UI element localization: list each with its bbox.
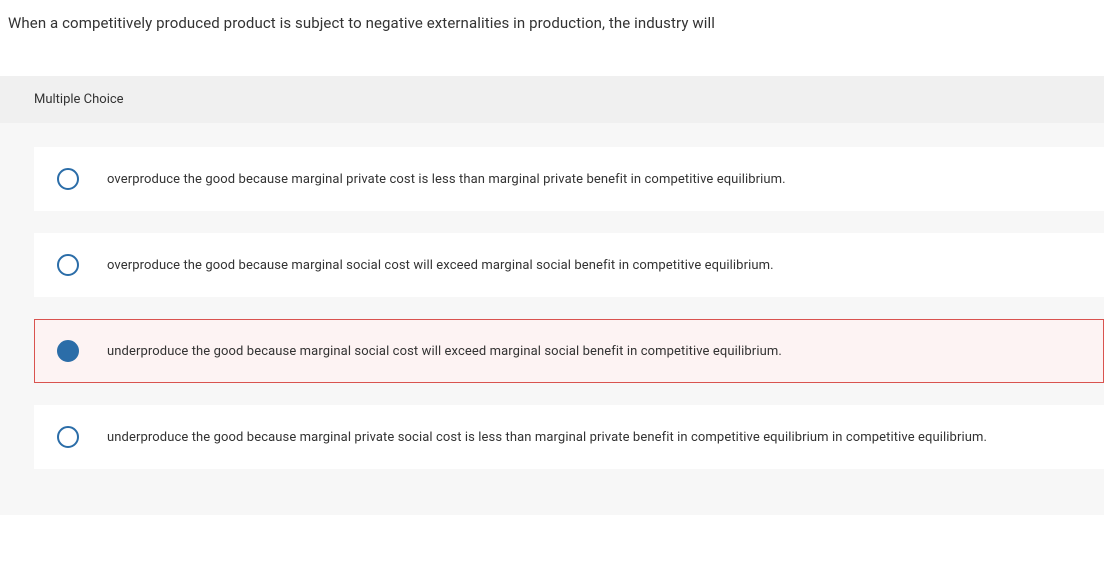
- option-1[interactable]: overproduce the good because marginal pr…: [34, 147, 1104, 211]
- option-text: underproduce the good because marginal s…: [107, 344, 782, 359]
- radio-icon[interactable]: [57, 254, 79, 276]
- radio-icon[interactable]: [57, 340, 79, 362]
- option-2[interactable]: overproduce the good because marginal so…: [34, 233, 1104, 297]
- option-text: underproduce the good because marginal p…: [107, 430, 987, 445]
- option-3[interactable]: underproduce the good because marginal s…: [34, 319, 1104, 383]
- option-4[interactable]: underproduce the good because marginal p…: [34, 405, 1104, 469]
- question-stem: When a competitively produced product is…: [0, 0, 1104, 56]
- option-text: overproduce the good because marginal pr…: [107, 172, 786, 187]
- options-area: overproduce the good because marginal pr…: [0, 123, 1104, 515]
- radio-icon[interactable]: [57, 168, 79, 190]
- radio-icon[interactable]: [57, 426, 79, 448]
- option-text: overproduce the good because marginal so…: [107, 258, 774, 273]
- multiple-choice-container: Multiple Choice overproduce the good bec…: [0, 76, 1104, 515]
- question-type-label: Multiple Choice: [0, 76, 1104, 123]
